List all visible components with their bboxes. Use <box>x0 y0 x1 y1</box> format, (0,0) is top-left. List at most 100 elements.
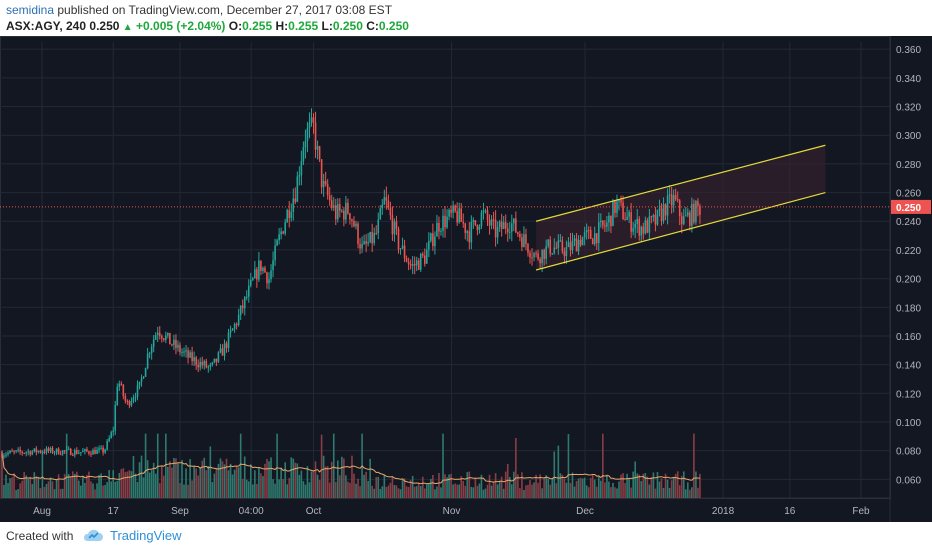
volume-bar <box>383 474 386 498</box>
volume-bar <box>227 470 230 498</box>
candle-body <box>563 251 566 257</box>
author-link[interactable]: semidina <box>6 3 55 17</box>
candle-body <box>533 253 535 258</box>
volume-bar <box>638 474 641 498</box>
volume-bar <box>521 472 523 498</box>
candle-body <box>207 366 210 368</box>
candle-body <box>666 195 669 216</box>
volume-bar <box>278 479 280 498</box>
volume-bar <box>41 450 44 498</box>
volume-bar <box>417 482 420 498</box>
volume-bar <box>577 478 580 498</box>
volume-bar <box>480 474 483 498</box>
volume-bar <box>632 471 634 498</box>
volume-bar <box>684 489 687 498</box>
volume-bar <box>148 472 151 498</box>
candle-body <box>626 216 628 220</box>
volume-bar <box>513 471 515 498</box>
candle-body <box>67 448 70 450</box>
candle-body <box>209 364 212 367</box>
y-tick-label: 0.120 <box>896 389 921 400</box>
candle-body <box>359 244 361 249</box>
volume-bar <box>648 484 651 498</box>
candle-body <box>179 344 181 353</box>
x-tick-label: 04:00 <box>239 506 264 517</box>
volume-bar <box>310 471 313 498</box>
volume-bar <box>593 479 596 498</box>
volume-bar <box>434 489 436 498</box>
volume-bar <box>243 456 246 498</box>
candle-body <box>84 449 86 452</box>
volume-bar <box>247 481 250 498</box>
volume-bar <box>239 433 242 498</box>
volume-bar <box>39 488 42 498</box>
candle-body <box>92 449 94 455</box>
volume-bar <box>116 480 119 498</box>
volume-bar <box>569 482 572 498</box>
candle-body <box>521 237 523 248</box>
price-chart[interactable]: 0.360 0.340 0.320 0.300 0.280 0.260 0.240 0.220… <box>0 36 932 522</box>
volume-bar <box>92 483 94 498</box>
tradingview-brand[interactable]: TradingView <box>110 528 182 543</box>
volume-bar <box>154 473 157 498</box>
candle-body <box>59 454 62 456</box>
candle-body <box>555 247 558 249</box>
volume-bar <box>19 483 21 498</box>
candle-body <box>142 376 145 379</box>
candle-body <box>395 221 398 229</box>
candle-body <box>258 260 260 280</box>
volume-bar <box>324 466 327 498</box>
volume-bar <box>367 480 369 498</box>
candle-body <box>5 454 7 456</box>
volume-bar <box>654 488 657 498</box>
candle-body <box>529 252 531 258</box>
volume-bar <box>207 465 210 498</box>
candle-body <box>689 212 691 226</box>
candle-body <box>551 253 554 255</box>
volume-bar <box>676 471 679 498</box>
candle-body <box>120 383 123 385</box>
candle-body <box>363 241 365 244</box>
candle-body <box>203 361 206 366</box>
candle-body <box>215 358 218 362</box>
candle-body <box>211 362 214 365</box>
volume-bar <box>193 466 195 498</box>
volume-bar <box>183 484 185 498</box>
candle-body <box>585 230 588 233</box>
volume-bar <box>484 488 487 498</box>
candle-body <box>33 448 36 452</box>
candle-body <box>387 200 390 208</box>
candle-body <box>322 180 325 188</box>
candle-body <box>519 233 521 238</box>
candle-body <box>630 212 632 232</box>
chart-area[interactable]: 0.360 0.340 0.320 0.300 0.280 0.260 0.240 0.220… <box>0 36 932 522</box>
volume-bar <box>591 475 594 498</box>
volume-bar <box>288 478 291 498</box>
candle-body <box>662 204 665 221</box>
candle-body <box>693 203 695 223</box>
candle-body <box>490 219 493 226</box>
candle-body <box>165 335 167 340</box>
candle-body <box>55 448 58 453</box>
candle-body <box>506 228 509 233</box>
volume-bar <box>440 487 442 498</box>
candle-body <box>500 221 503 230</box>
candle-body <box>110 432 112 439</box>
volume-bar <box>21 480 23 498</box>
x-tick-label: Aug <box>33 506 51 517</box>
candle-body <box>254 269 256 279</box>
candle-body <box>656 209 659 225</box>
volume-bar <box>345 475 347 498</box>
candle-body <box>169 332 171 345</box>
candle-body <box>383 197 386 205</box>
volume-bar <box>88 471 90 498</box>
channel-fill <box>536 145 826 270</box>
candle-body <box>438 222 440 232</box>
candle-body <box>252 278 254 280</box>
candle-body <box>173 339 175 345</box>
candle-body <box>152 339 155 347</box>
candle-body <box>488 219 491 226</box>
volume-bar <box>492 481 495 498</box>
ohlc-legend: ASX:AGY, 240 0.250 ▲ +0.005 (+2.04%) O:0… <box>6 19 409 33</box>
last-price: 0.250 <box>89 19 120 33</box>
